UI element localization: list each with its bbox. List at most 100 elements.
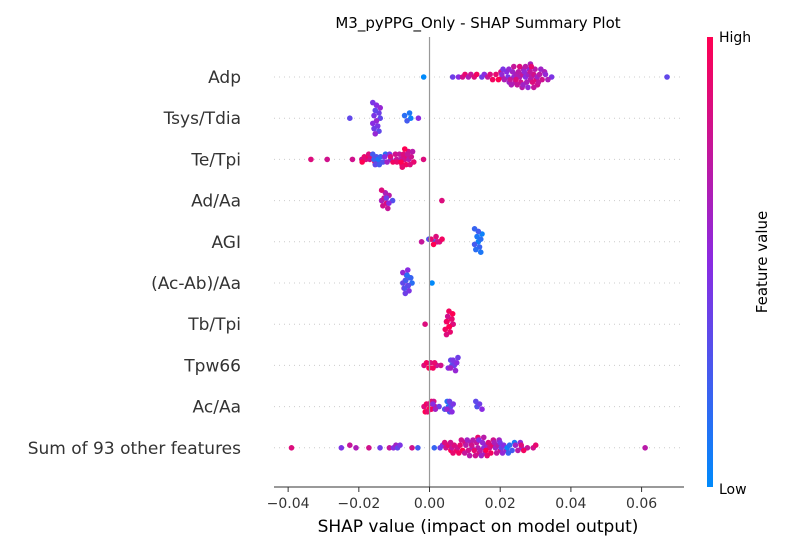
shap-point — [365, 151, 372, 157]
shap-point — [506, 442, 513, 449]
shap-point — [500, 66, 506, 72]
feature-label: (Ac-Ab)/Aa — [151, 274, 241, 294]
shap-point — [371, 125, 377, 132]
shap-point — [349, 156, 356, 163]
shap-point — [450, 450, 456, 456]
shap-point — [507, 76, 513, 83]
feature-label: Ac/Aa — [193, 398, 241, 418]
shap-point — [386, 445, 393, 451]
shap-point — [520, 82, 526, 88]
shap-point — [441, 439, 448, 446]
shap-point — [493, 71, 499, 78]
shap-point — [479, 406, 485, 413]
shap-point — [372, 161, 379, 168]
shap-point — [372, 131, 379, 137]
shap-point — [473, 246, 479, 253]
shap-point — [499, 450, 506, 456]
shap-point — [495, 76, 502, 83]
shap-point — [444, 406, 450, 413]
shap-point — [392, 151, 399, 157]
shap-point — [366, 445, 372, 451]
shap-point — [418, 239, 425, 245]
shap-point — [473, 71, 480, 78]
feature-label: Tpw66 — [183, 356, 241, 376]
shap-point — [471, 241, 478, 248]
shap-point — [400, 269, 406, 276]
feature-label: Tb/Tpi — [187, 315, 241, 335]
feature-label: Adp — [208, 68, 241, 88]
shap-point — [471, 226, 478, 232]
shap-point — [478, 452, 485, 459]
shap-point — [439, 236, 445, 242]
colorbar-low-label: Low — [719, 482, 747, 498]
shap-points — [288, 61, 670, 459]
shap-point — [527, 69, 533, 75]
feature-label: Sum of 93 other features — [28, 439, 241, 459]
shap-point — [384, 159, 390, 165]
shap-point — [498, 71, 505, 78]
shap-point — [415, 115, 422, 121]
shap-point — [515, 69, 522, 75]
shap-point — [390, 159, 396, 165]
x-tick-label: −0.04 — [267, 496, 310, 512]
shap-point — [444, 313, 451, 320]
shap-point — [338, 445, 345, 451]
shap-point — [473, 398, 479, 405]
shap-point — [476, 437, 482, 443]
shap-point — [402, 290, 409, 297]
colorbar: High Low Feature value — [707, 30, 771, 498]
shap-point — [406, 110, 413, 116]
shap-point — [369, 120, 376, 127]
shap-point — [377, 154, 384, 160]
shap-point — [397, 442, 403, 449]
shap-point — [536, 71, 543, 78]
shap-point — [484, 452, 490, 459]
colorbar-gradient — [707, 37, 713, 487]
shap-point — [493, 450, 500, 456]
shap-point — [403, 277, 409, 284]
shap-point — [409, 445, 415, 451]
shap-point — [359, 159, 365, 165]
shap-point — [383, 195, 390, 201]
shap-point — [369, 151, 376, 157]
shap-point — [431, 445, 438, 451]
shap-point — [447, 365, 454, 371]
x-tick-label: 0.02 — [485, 496, 516, 512]
shap-point — [489, 76, 496, 83]
feature-labels: Adp Tsys/Tdia Te/Tpi Ad/Aa AGI (Ac-Ab)/Aa Tb/T… — [28, 68, 241, 459]
shap-point — [442, 326, 449, 333]
shap-point — [433, 233, 439, 240]
shap-point — [371, 112, 377, 119]
shap-point — [513, 76, 519, 83]
shap-point — [438, 362, 444, 369]
shap-point — [525, 84, 531, 91]
row-guide-lines — [274, 76, 684, 449]
shap-point — [491, 439, 497, 446]
shap-point — [446, 324, 453, 330]
shap-point — [474, 233, 480, 240]
shap-point — [511, 63, 517, 70]
shap-point — [378, 187, 385, 193]
shap-point — [347, 442, 353, 449]
shap-point — [432, 406, 439, 413]
shap-point — [457, 442, 463, 449]
shap-point — [532, 442, 539, 449]
shap-point — [430, 241, 437, 248]
shap-point — [516, 63, 523, 70]
shap-point — [508, 82, 515, 88]
shap-point — [431, 360, 438, 366]
shap-point — [426, 401, 432, 407]
shap-point — [530, 84, 537, 91]
shap-point — [483, 447, 489, 454]
shap-point — [642, 445, 648, 451]
shap-point — [528, 63, 535, 70]
shap-point — [380, 203, 386, 209]
shap-point — [505, 450, 512, 456]
shap-point — [401, 285, 408, 292]
shap-point — [399, 164, 406, 170]
x-axis-ticks: −0.04 −0.02 0.00 0.02 0.04 0.06 — [267, 487, 657, 512]
shap-point — [398, 159, 404, 165]
shap-point — [535, 79, 542, 85]
shap-point — [487, 71, 493, 78]
